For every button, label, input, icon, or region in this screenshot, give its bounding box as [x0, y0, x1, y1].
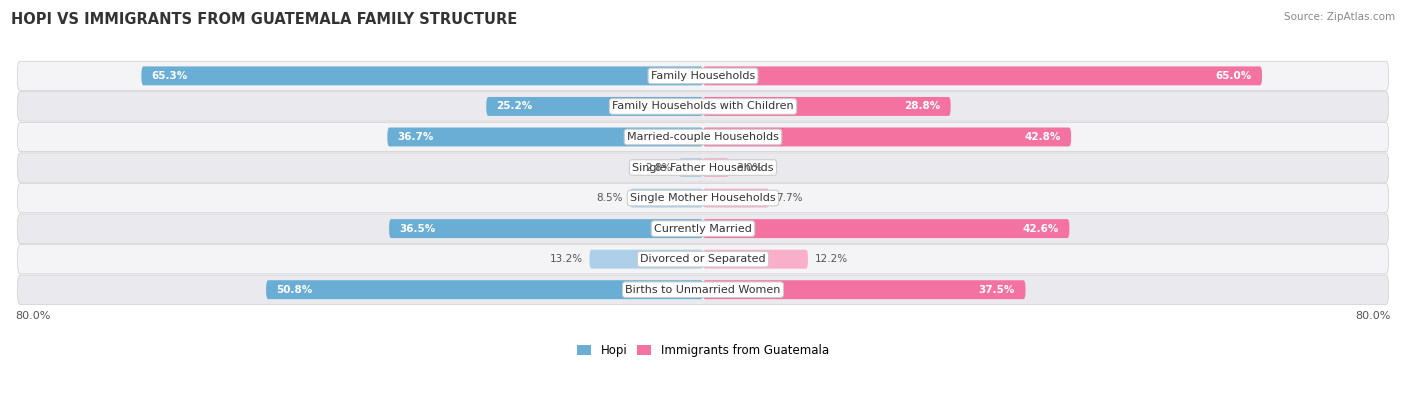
- FancyBboxPatch shape: [142, 66, 703, 85]
- Text: 13.2%: 13.2%: [550, 254, 582, 264]
- FancyBboxPatch shape: [389, 219, 703, 238]
- FancyBboxPatch shape: [18, 122, 1388, 152]
- Text: 12.2%: 12.2%: [815, 254, 848, 264]
- FancyBboxPatch shape: [18, 275, 1388, 305]
- Text: 80.0%: 80.0%: [1355, 311, 1391, 321]
- FancyBboxPatch shape: [703, 280, 1025, 299]
- FancyBboxPatch shape: [18, 183, 1388, 213]
- Text: HOPI VS IMMIGRANTS FROM GUATEMALA FAMILY STRUCTURE: HOPI VS IMMIGRANTS FROM GUATEMALA FAMILY…: [11, 12, 517, 27]
- FancyBboxPatch shape: [679, 158, 703, 177]
- Text: 8.5%: 8.5%: [596, 193, 623, 203]
- Text: 80.0%: 80.0%: [15, 311, 51, 321]
- Text: 42.8%: 42.8%: [1025, 132, 1060, 142]
- Text: 65.0%: 65.0%: [1215, 71, 1251, 81]
- Text: 7.7%: 7.7%: [776, 193, 803, 203]
- Legend: Hopi, Immigrants from Guatemala: Hopi, Immigrants from Guatemala: [572, 339, 834, 362]
- Text: 28.8%: 28.8%: [904, 102, 941, 111]
- FancyBboxPatch shape: [703, 97, 950, 116]
- Text: Family Households with Children: Family Households with Children: [612, 102, 794, 111]
- FancyBboxPatch shape: [18, 214, 1388, 243]
- FancyBboxPatch shape: [18, 61, 1388, 90]
- FancyBboxPatch shape: [388, 128, 703, 147]
- Text: 36.7%: 36.7%: [398, 132, 434, 142]
- FancyBboxPatch shape: [703, 66, 1263, 85]
- Text: Single Father Households: Single Father Households: [633, 162, 773, 173]
- FancyBboxPatch shape: [486, 97, 703, 116]
- FancyBboxPatch shape: [703, 128, 1071, 147]
- Text: 3.0%: 3.0%: [735, 162, 762, 173]
- Text: Family Households: Family Households: [651, 71, 755, 81]
- Text: 36.5%: 36.5%: [399, 224, 436, 233]
- Text: Currently Married: Currently Married: [654, 224, 752, 233]
- Text: 37.5%: 37.5%: [979, 285, 1015, 295]
- Text: Births to Unmarried Women: Births to Unmarried Women: [626, 285, 780, 295]
- FancyBboxPatch shape: [266, 280, 703, 299]
- Text: 25.2%: 25.2%: [496, 102, 533, 111]
- Text: 42.6%: 42.6%: [1022, 224, 1059, 233]
- Text: 50.8%: 50.8%: [277, 285, 312, 295]
- Text: Single Mother Households: Single Mother Households: [630, 193, 776, 203]
- FancyBboxPatch shape: [703, 188, 769, 207]
- FancyBboxPatch shape: [18, 153, 1388, 182]
- FancyBboxPatch shape: [703, 219, 1070, 238]
- Text: 2.8%: 2.8%: [645, 162, 672, 173]
- FancyBboxPatch shape: [589, 250, 703, 269]
- Text: Married-couple Households: Married-couple Households: [627, 132, 779, 142]
- FancyBboxPatch shape: [703, 250, 808, 269]
- Text: Divorced or Separated: Divorced or Separated: [640, 254, 766, 264]
- Text: 65.3%: 65.3%: [152, 71, 188, 81]
- FancyBboxPatch shape: [703, 158, 728, 177]
- FancyBboxPatch shape: [18, 92, 1388, 121]
- FancyBboxPatch shape: [18, 245, 1388, 274]
- FancyBboxPatch shape: [630, 188, 703, 207]
- Text: Source: ZipAtlas.com: Source: ZipAtlas.com: [1284, 12, 1395, 22]
